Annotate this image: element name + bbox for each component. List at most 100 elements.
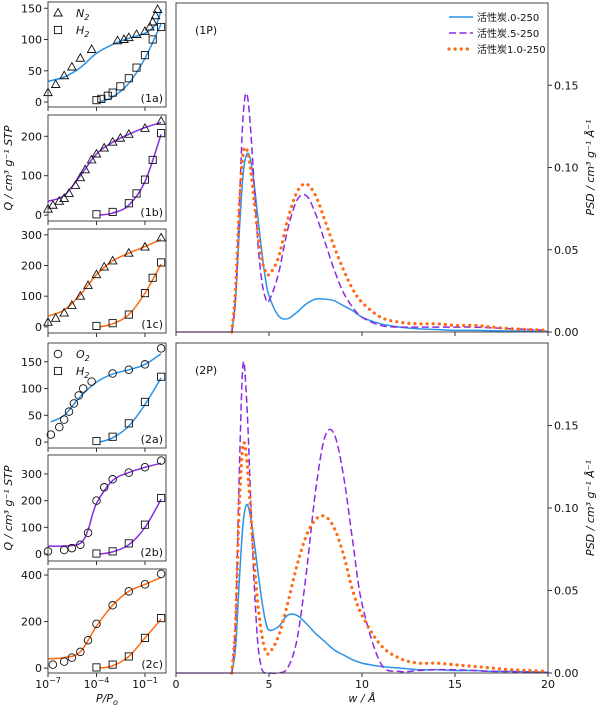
legend-gas-label: N2 <box>76 7 89 22</box>
gas-subscript: 2 <box>85 354 90 363</box>
h2-data-point <box>108 547 117 556</box>
h2-data-point <box>157 258 166 267</box>
gas-data-point <box>99 142 110 152</box>
legend-label: 活性炭1.0-250 <box>477 43 546 56</box>
y-tick-label: 0.05 <box>554 585 579 598</box>
h2-data-point <box>124 652 133 661</box>
x-axis-label: P/Po <box>96 692 118 707</box>
gas-data-point <box>140 25 150 35</box>
h2-fit-line <box>99 498 162 555</box>
gas-data-point <box>76 647 85 657</box>
gas-data-point <box>78 384 88 393</box>
gas-data-point <box>86 44 97 53</box>
gas-data-point <box>66 299 77 309</box>
gas-fit-line <box>47 9 162 83</box>
gas-data-point <box>83 528 93 537</box>
h2-data-point <box>92 96 101 105</box>
h2-data-point <box>124 539 133 548</box>
isotherm-panel-1b: 0 100 200 (1b) <box>21 114 167 225</box>
h2-data-point <box>92 436 101 446</box>
gas-data-point <box>123 247 134 257</box>
h2-data-point <box>92 663 101 672</box>
y-tick-label: 300 <box>21 468 42 481</box>
gas-data-point <box>75 52 86 62</box>
y-tick-label: 50 <box>28 65 42 78</box>
y-axis-label: PSD / cm³ g⁻¹ Å⁻¹ <box>584 120 597 216</box>
psd-panel-1P: 0.00 0.05 0.10 0.15 (1P) PSD / cm³ g⁻¹ Å⁻¹ <box>175 2 597 339</box>
panel-label: (1P) <box>195 24 217 37</box>
x-tick-label: 15 <box>448 678 462 691</box>
h2-data-point <box>132 63 141 72</box>
gas-data-point <box>99 483 109 492</box>
legend-gas-marker <box>53 7 63 17</box>
gas-data-point <box>92 496 101 505</box>
gas-data-point <box>83 280 94 289</box>
h2-data-point <box>92 321 101 330</box>
panel-label: (2b) <box>140 546 163 559</box>
y-tick-label: 50 <box>28 409 42 422</box>
x-tick-label: 0 <box>173 678 180 691</box>
panel-label: (2a) <box>141 433 163 446</box>
psd-series-line-2 <box>231 360 549 675</box>
h2-data-point <box>140 520 150 529</box>
h2-data-point <box>140 397 150 406</box>
gas-data-point <box>156 232 167 242</box>
gas-data-point <box>50 312 61 322</box>
gas-data-point <box>66 61 77 71</box>
psd-series-line-3 <box>230 440 550 675</box>
axes-frame <box>47 454 167 562</box>
gas-data-point <box>59 545 69 555</box>
gas-data-point <box>144 21 155 31</box>
y-tick-label: 200 <box>21 616 42 629</box>
gas-data-point <box>76 540 85 549</box>
isotherm-panel-2b: 0 100 200 300 (2b) <box>21 454 167 565</box>
h2-data-point <box>140 289 150 298</box>
axes-frame <box>47 228 167 334</box>
gas-data-point <box>156 115 167 125</box>
legend-h2-marker <box>53 25 63 35</box>
y-tick-label: 0.15 <box>554 420 579 433</box>
h2-data-point <box>140 51 150 60</box>
y-tick-label: 0 <box>35 96 42 109</box>
gas-data-point <box>156 344 166 353</box>
psd-series-line-1 <box>231 152 549 333</box>
h2-data-point <box>92 549 101 558</box>
gas-data-point <box>92 619 101 629</box>
gas-data-point <box>140 360 150 369</box>
gas-data-point <box>140 122 150 132</box>
y-tick-label: 300 <box>21 229 42 242</box>
gas-data-point <box>50 79 61 88</box>
y-tick-label: 0 <box>35 321 42 334</box>
gas-name: O <box>76 348 85 361</box>
x-tick-label: 10 <box>355 678 369 691</box>
x-tick-base: 10 <box>132 678 146 691</box>
psd-panel-2P: 0.00 0.05 0.10 0.15 0 5 10 15 20 (2P) PSD / cm³ g⁻… <box>173 342 597 691</box>
gas-data-point <box>69 399 79 408</box>
panel-label: (2c) <box>141 658 163 671</box>
gas-data-point <box>83 635 93 645</box>
h2-data-point <box>157 614 166 623</box>
x-tick-exponent: −7 <box>49 676 61 685</box>
gas-data-point <box>147 16 158 26</box>
h2-data-point <box>108 660 117 669</box>
gas-data-point <box>75 290 86 300</box>
h2-fit-line <box>99 263 162 328</box>
h2-data-point <box>157 372 166 381</box>
x-tick-label: 5 <box>266 678 273 691</box>
h2-data-point <box>148 35 157 44</box>
y-tick-label: 100 <box>21 170 42 183</box>
gas-data-point <box>112 35 123 45</box>
x-tick-label: 20 <box>541 678 555 691</box>
h2-name: H <box>76 365 84 378</box>
legend-h2-label: H2 <box>76 24 89 39</box>
h2-data-point <box>97 94 106 103</box>
psd-series-line-3 <box>230 145 550 334</box>
x-tick-exponent: −1 <box>146 676 158 685</box>
legend-label: 活性炭.0-250 <box>477 11 539 24</box>
psd-legend: 活性炭.0-250 活性炭.5-250 活性炭1.0-250 <box>447 11 546 56</box>
x-label-subscript: o <box>113 698 118 707</box>
y-tick-label: 0 <box>35 662 42 675</box>
x-tick-label: 10−7 <box>35 676 61 691</box>
